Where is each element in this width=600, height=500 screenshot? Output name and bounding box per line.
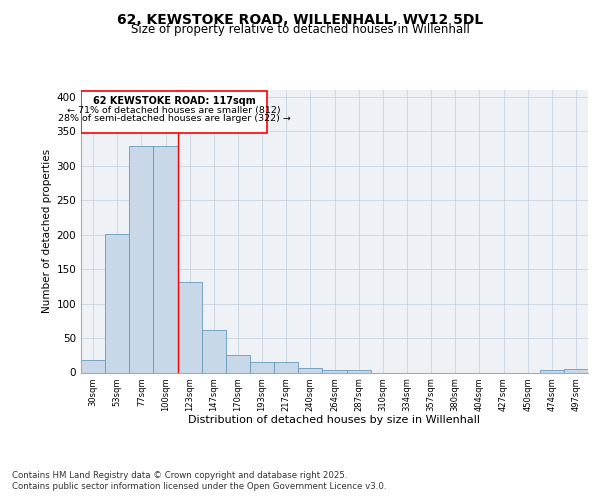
Bar	[298, 368, 322, 372]
Bar	[347, 370, 371, 372]
Text: 28% of semi-detached houses are larger (322) →: 28% of semi-detached houses are larger (…	[58, 114, 290, 123]
Text: Contains public sector information licensed under the Open Government Licence v3: Contains public sector information licen…	[12, 482, 386, 491]
Bar	[81, 360, 105, 372]
Bar	[250, 362, 274, 372]
Bar	[129, 146, 154, 372]
Bar	[564, 369, 588, 372]
Text: 62, KEWSTOKE ROAD, WILLENHALL, WV12 5DL: 62, KEWSTOKE ROAD, WILLENHALL, WV12 5DL	[117, 12, 483, 26]
Text: 62 KEWSTOKE ROAD: 117sqm: 62 KEWSTOKE ROAD: 117sqm	[92, 96, 256, 106]
X-axis label: Distribution of detached houses by size in Willenhall: Distribution of detached houses by size …	[188, 416, 481, 426]
Y-axis label: Number of detached properties: Number of detached properties	[42, 149, 52, 314]
Bar	[274, 362, 298, 372]
Bar	[226, 354, 250, 372]
FancyBboxPatch shape	[81, 92, 267, 132]
Text: Contains HM Land Registry data © Crown copyright and database right 2025.: Contains HM Land Registry data © Crown c…	[12, 471, 347, 480]
Bar	[322, 370, 347, 372]
Bar	[154, 146, 178, 372]
Bar	[202, 330, 226, 372]
Text: ← 71% of detached houses are smaller (812): ← 71% of detached houses are smaller (81…	[67, 106, 281, 115]
Bar	[105, 234, 129, 372]
Bar	[540, 370, 564, 372]
Bar	[178, 282, 202, 372]
Text: Size of property relative to detached houses in Willenhall: Size of property relative to detached ho…	[131, 24, 469, 36]
